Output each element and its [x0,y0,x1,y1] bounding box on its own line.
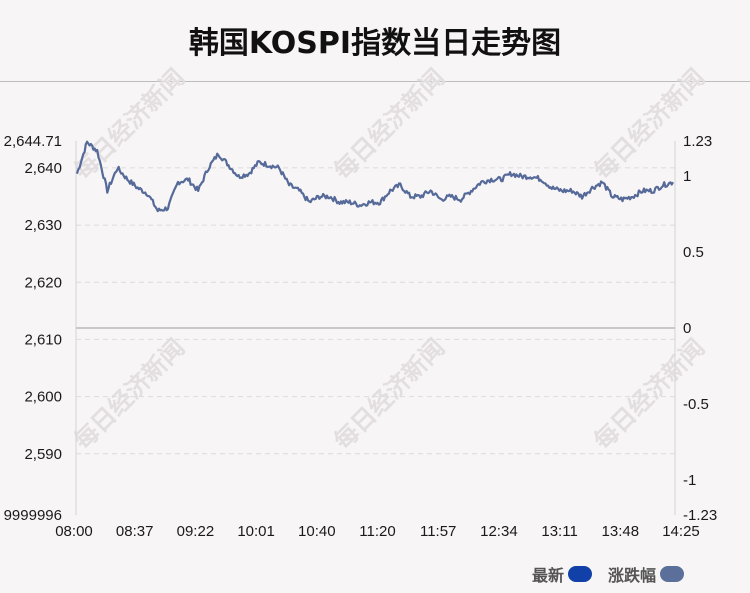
x-tick-label-1: 08:37 [116,523,154,540]
legend-label-change: 涨跌幅 [608,566,657,585]
watermark-1: 每日经济新闻 [329,64,451,186]
legend-item-latest[interactable]: 最新 [532,562,593,586]
x-axis-ticks: 08:00 08:37 09:22 10:01 10:40 11:20 11:57 12:34… [55,523,700,540]
x-tick-label-4: 10:40 [298,523,336,540]
left-tick-label-2: 2,630 [24,217,62,234]
legend: 最新 涨跌幅 [532,563,700,585]
left-tick-label-7: 9999996 [4,507,62,524]
watermark-2: 每日经济新闻 [589,64,711,186]
series-layer [75,140,674,213]
legend-swatch-latest [568,566,593,582]
left-axis-ticks: 2,644.71 2,640 2,630 2,620 2,610 2,600 2,590 99… [4,133,62,524]
x-tick-label-10: 14:25 [662,523,700,540]
left-tick-label-3: 2,620 [24,274,62,291]
x-tick-label-3: 10:01 [237,523,275,540]
right-tick-label-2: 0.5 [683,244,704,261]
watermark-0: 每日经济新闻 [69,64,191,186]
left-tick-label-5: 2,600 [24,389,62,406]
chart-title: 韩国KOSPI指数当日走势图 [188,26,562,61]
x-tick-label-7: 12:34 [480,523,518,540]
right-tick-label-6: -1.23 [683,507,717,524]
left-tick-label-0: 2,644.71 [4,133,62,150]
legend-swatch-change [660,566,685,582]
right-tick-label-1: 1 [683,168,691,185]
right-tick-label-3: 0 [683,320,691,337]
x-tick-label-9: 13:48 [602,523,640,540]
grid-lines [76,167,675,455]
x-tick-label-2: 09:22 [177,523,215,540]
x-tick-label-6: 11:57 [420,523,456,540]
left-tick-label-4: 2,610 [24,331,62,348]
x-tick-label-0: 08:00 [55,523,93,540]
axes [75,141,676,515]
right-tick-label-0: 1.23 [683,133,712,150]
watermark-5: 每日经济新闻 [589,334,711,456]
legend-item-change[interactable]: 涨跌幅 [608,562,685,586]
watermark-3: 每日经济新闻 [69,334,191,456]
legend-label-latest: 最新 [532,566,565,585]
right-axis-ticks: 1.23 1 0.5 0 -0.5 -1 -1.23 [683,133,717,524]
right-tick-label-4: -0.5 [683,396,709,413]
left-tick-label-1: 2,640 [24,160,62,177]
series-line-kospi [75,140,674,213]
watermark-4: 每日经济新闻 [329,334,451,456]
title-divider [0,81,750,82]
x-tick-label-5: 11:20 [359,523,395,540]
left-tick-label-6: 2,590 [24,446,62,463]
x-tick-label-8: 13:11 [541,523,577,540]
right-tick-label-5: -1 [683,472,696,489]
